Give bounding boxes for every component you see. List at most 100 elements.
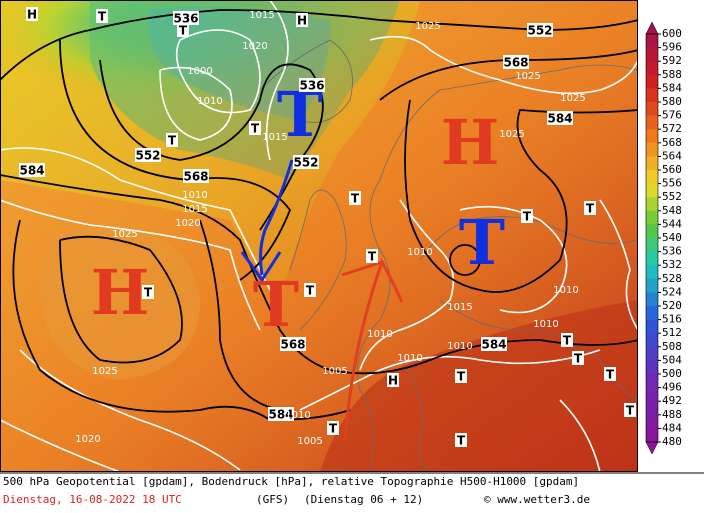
symbol-box — [584, 201, 596, 215]
contour-label-box — [527, 23, 553, 37]
isobar-label: 1010 — [285, 410, 310, 421]
isobar-label: 1015 — [249, 10, 274, 21]
symbol-box — [561, 333, 573, 347]
pressure-symbol: T — [563, 334, 572, 348]
colorbar-label: 592 — [662, 54, 682, 67]
contour-label-box — [280, 337, 306, 351]
red-arrowhead — [341, 260, 383, 277]
geopotential-label: 552 — [135, 149, 160, 163]
colorbar-label: 492 — [662, 394, 682, 407]
isobar-label: 1015 — [182, 204, 207, 215]
colorbar-band — [646, 61, 658, 76]
colorbar-label: 600 — [662, 27, 682, 40]
geopotential-label: 568 — [503, 56, 528, 70]
isobar-label: 1010 — [397, 353, 422, 364]
footer-description: 500 hPa Geopotential [gpdam], Bodendruck… — [3, 475, 579, 488]
symbol-box — [142, 285, 154, 299]
pressure-symbol: H — [27, 8, 37, 22]
symbol-box — [304, 283, 316, 297]
colorbar-label: 584 — [662, 81, 682, 94]
geopotential-label: 552 — [527, 24, 552, 38]
footer-model: (GFS) — [256, 493, 289, 506]
pressure-symbol: T — [251, 122, 260, 136]
colorbar-band — [646, 183, 658, 198]
isobar-label: 1025 — [560, 93, 585, 104]
geopotential-label: 536 — [299, 79, 324, 93]
pressure-symbol: H — [388, 374, 398, 388]
colorbar-band — [646, 34, 658, 48]
isobar-label: 1020 — [242, 41, 267, 52]
geopotential-label: 584 — [547, 112, 572, 126]
contour-label-box — [503, 55, 529, 69]
isobar-label: 1020 — [175, 218, 200, 229]
pressure-symbol: T — [457, 370, 466, 384]
colorbar: 6005965925885845805765725685645605565525… — [645, 21, 682, 455]
symbol-box — [624, 403, 636, 417]
isobar-label: 1020 — [75, 434, 100, 445]
isobar-label: 1000 — [187, 66, 212, 77]
symbol-box — [455, 369, 467, 383]
contour-label-box — [293, 155, 319, 169]
pressure-center: H — [91, 256, 150, 329]
colorbar-band — [646, 265, 658, 280]
pressure-symbol: T — [351, 192, 360, 206]
colorbar-band — [646, 47, 658, 62]
pressure-symbol: T — [586, 202, 595, 216]
colorbar-band — [646, 428, 658, 443]
colorbar-label: 528 — [662, 272, 682, 285]
symbol-box — [26, 7, 38, 21]
pressure-symbol: T — [457, 434, 466, 448]
contour-label-box — [173, 11, 199, 25]
colorbar-label: 520 — [662, 299, 682, 312]
pressure-symbol: T — [98, 10, 107, 24]
colorbar-label: 488 — [662, 408, 682, 421]
geopotential-label: 536 — [173, 12, 198, 26]
colorbar-band — [646, 197, 658, 212]
contour-label-box — [547, 111, 573, 125]
colorbar-band — [646, 278, 658, 293]
colorbar-band — [646, 251, 658, 266]
colorbar-band — [646, 292, 658, 307]
contour-label-box — [19, 163, 45, 177]
colorbar-label: 548 — [662, 204, 682, 217]
isobar-label: 1010 — [447, 341, 472, 352]
isobar-label: 1010 — [407, 247, 432, 258]
symbol-box — [296, 13, 308, 27]
isobar-label: 1005 — [322, 366, 347, 377]
symbol-box — [166, 133, 178, 147]
isobar-label: 1015 — [447, 302, 472, 313]
isobar-label: 1010 — [553, 285, 578, 296]
colorbar-label: 516 — [662, 313, 682, 326]
geopotential-label: 584 — [481, 338, 506, 352]
isobar-label: 1010 — [367, 329, 392, 340]
colorbar-bottom-cap — [645, 441, 659, 455]
geopotential-label: 584 — [19, 164, 44, 178]
colorbar-band — [646, 88, 658, 103]
colorbar-label: 576 — [662, 109, 682, 122]
isobar-label: 1025 — [415, 21, 440, 32]
footer-run: (Dienstag 06 + 12) — [304, 493, 423, 506]
colorbar-band — [646, 401, 658, 416]
contour-label-box — [268, 407, 294, 421]
symbol-box — [349, 191, 361, 205]
colorbar-band — [646, 129, 658, 144]
isobar-label: 1010 — [197, 96, 222, 107]
blue-arrowhead — [240, 251, 282, 283]
colorbar-label: 508 — [662, 340, 682, 353]
colorbar-band — [646, 387, 658, 402]
colorbar-label: 484 — [662, 421, 682, 434]
pressure-center: T — [253, 268, 299, 341]
geopotential-label: 568 — [183, 170, 208, 184]
symbol-box — [327, 421, 339, 435]
colorbar-band — [646, 319, 658, 334]
colorbar-label: 504 — [662, 353, 682, 366]
colorbar-band — [646, 414, 658, 429]
colorbar-band — [646, 156, 658, 171]
symbol-box — [572, 351, 584, 365]
colorbar-band — [646, 210, 658, 225]
pressure-symbol: T — [329, 422, 338, 436]
isobar-label: 1025 — [499, 129, 524, 140]
symbol-box — [387, 373, 399, 387]
